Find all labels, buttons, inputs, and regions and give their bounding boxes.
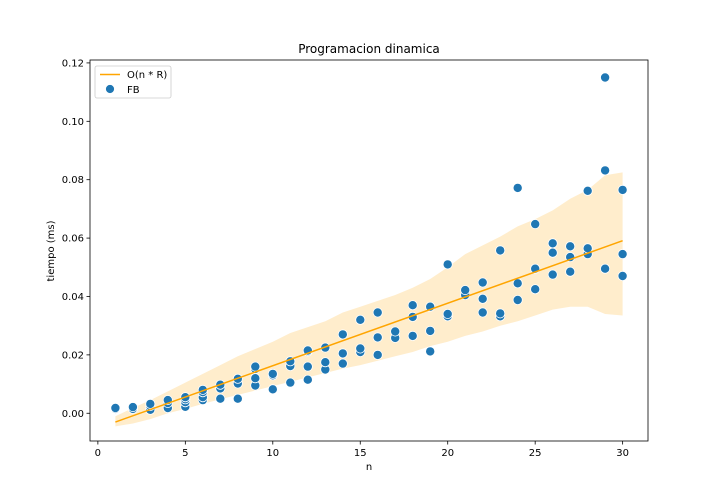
legend-marker-swatch [105, 84, 115, 94]
fb-point [372, 349, 383, 360]
fb-point [565, 241, 576, 252]
x-tick-label: 20 [441, 448, 454, 459]
fb-point [547, 238, 558, 249]
fb-point [512, 182, 523, 193]
scatter-points [110, 72, 628, 415]
fb-point [337, 329, 348, 340]
y-axis-label: tiempo (ms) [46, 220, 57, 281]
fb-point [337, 358, 348, 369]
fb-point [110, 402, 121, 413]
legend: O(n * R) FB [94, 65, 172, 99]
trend-line [115, 240, 623, 423]
fb-point [302, 374, 313, 385]
fb-point [127, 402, 138, 413]
x-tick-label: 5 [182, 448, 188, 459]
fb-point [600, 263, 611, 274]
x-tick-label: 30 [616, 448, 629, 459]
fb-point [407, 300, 418, 311]
x-axis-ticks: 0 5 10 15 20 25 30 [95, 441, 629, 459]
chart-title: Programacion dinamica [298, 42, 440, 56]
y-tick-label: 0.06 [62, 234, 84, 245]
fb-point [600, 165, 611, 176]
legend-label-trend: O(n * R) [127, 70, 167, 81]
axes-frame [89, 59, 649, 442]
x-axis-label: n [366, 462, 372, 473]
fb-point [250, 373, 261, 384]
y-tick-label: 0.04 [62, 292, 84, 303]
fb-point [460, 285, 471, 296]
y-tick-label: 0.02 [62, 350, 84, 361]
x-tick-label: 25 [529, 448, 542, 459]
fb-point [232, 393, 243, 404]
fb-point [565, 266, 576, 277]
fb-point [442, 259, 453, 270]
fb-point [617, 270, 628, 281]
fb-point [600, 72, 611, 83]
x-tick-label: 10 [266, 448, 279, 459]
fb-point [250, 361, 261, 372]
fb-point [495, 308, 506, 319]
fb-point [617, 249, 628, 260]
fb-point [372, 307, 383, 318]
fb-point [145, 398, 156, 409]
fb-point [285, 377, 296, 388]
fb-point [355, 314, 366, 325]
fb-point [372, 332, 383, 343]
fb-point [390, 326, 401, 337]
fb-point [530, 219, 541, 230]
y-tick-label: 0.08 [62, 175, 84, 186]
y-tick-label: 0.00 [62, 409, 84, 420]
fb-point [302, 361, 313, 372]
fb-point [477, 293, 488, 304]
fb-point [425, 325, 436, 336]
fb-point [320, 357, 331, 368]
fb-point [215, 393, 226, 404]
fb-point [617, 184, 628, 195]
legend-label-fb: FB [127, 85, 140, 96]
fb-point [355, 343, 366, 354]
fb-point [477, 307, 488, 318]
fb-point [530, 284, 541, 295]
fb-point [425, 346, 436, 357]
fb-point [547, 269, 558, 280]
x-tick-label: 0 [95, 448, 101, 459]
plot-area [110, 72, 628, 427]
x-tick-label: 15 [354, 448, 367, 459]
y-tick-label: 0.12 [62, 58, 84, 69]
fb-point [442, 308, 453, 319]
fb-point [477, 277, 488, 288]
confidence-band [115, 172, 623, 427]
fb-point [547, 247, 558, 258]
y-tick-label: 0.10 [62, 117, 84, 128]
fb-point [512, 294, 523, 305]
fb-point [495, 245, 506, 256]
fb-point [407, 330, 418, 341]
fb-point [337, 348, 348, 359]
fb-point [267, 384, 278, 395]
y-axis-ticks: 0.00 0.02 0.04 0.06 0.08 0.10 0.12 [62, 58, 90, 420]
fb-point [267, 368, 278, 379]
fb-point [582, 185, 593, 196]
